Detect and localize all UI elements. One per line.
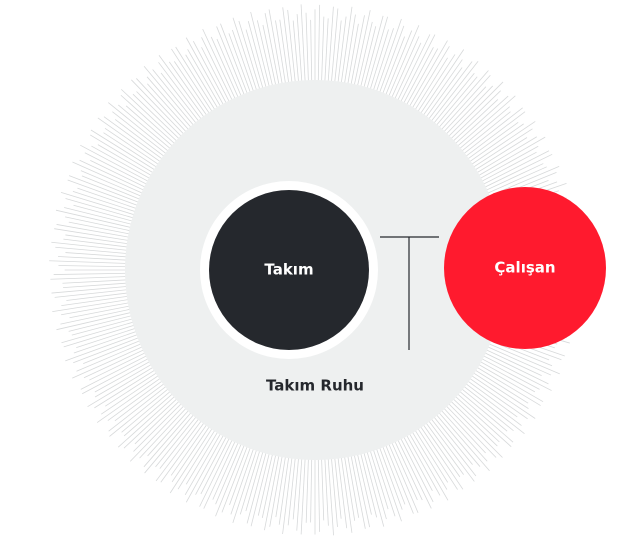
- node-label: Çalışan: [494, 259, 555, 277]
- node-employee: [444, 187, 606, 349]
- caption: Takım Ruhu: [266, 377, 364, 395]
- node-team: [209, 190, 369, 350]
- node-label: Takım: [264, 261, 313, 279]
